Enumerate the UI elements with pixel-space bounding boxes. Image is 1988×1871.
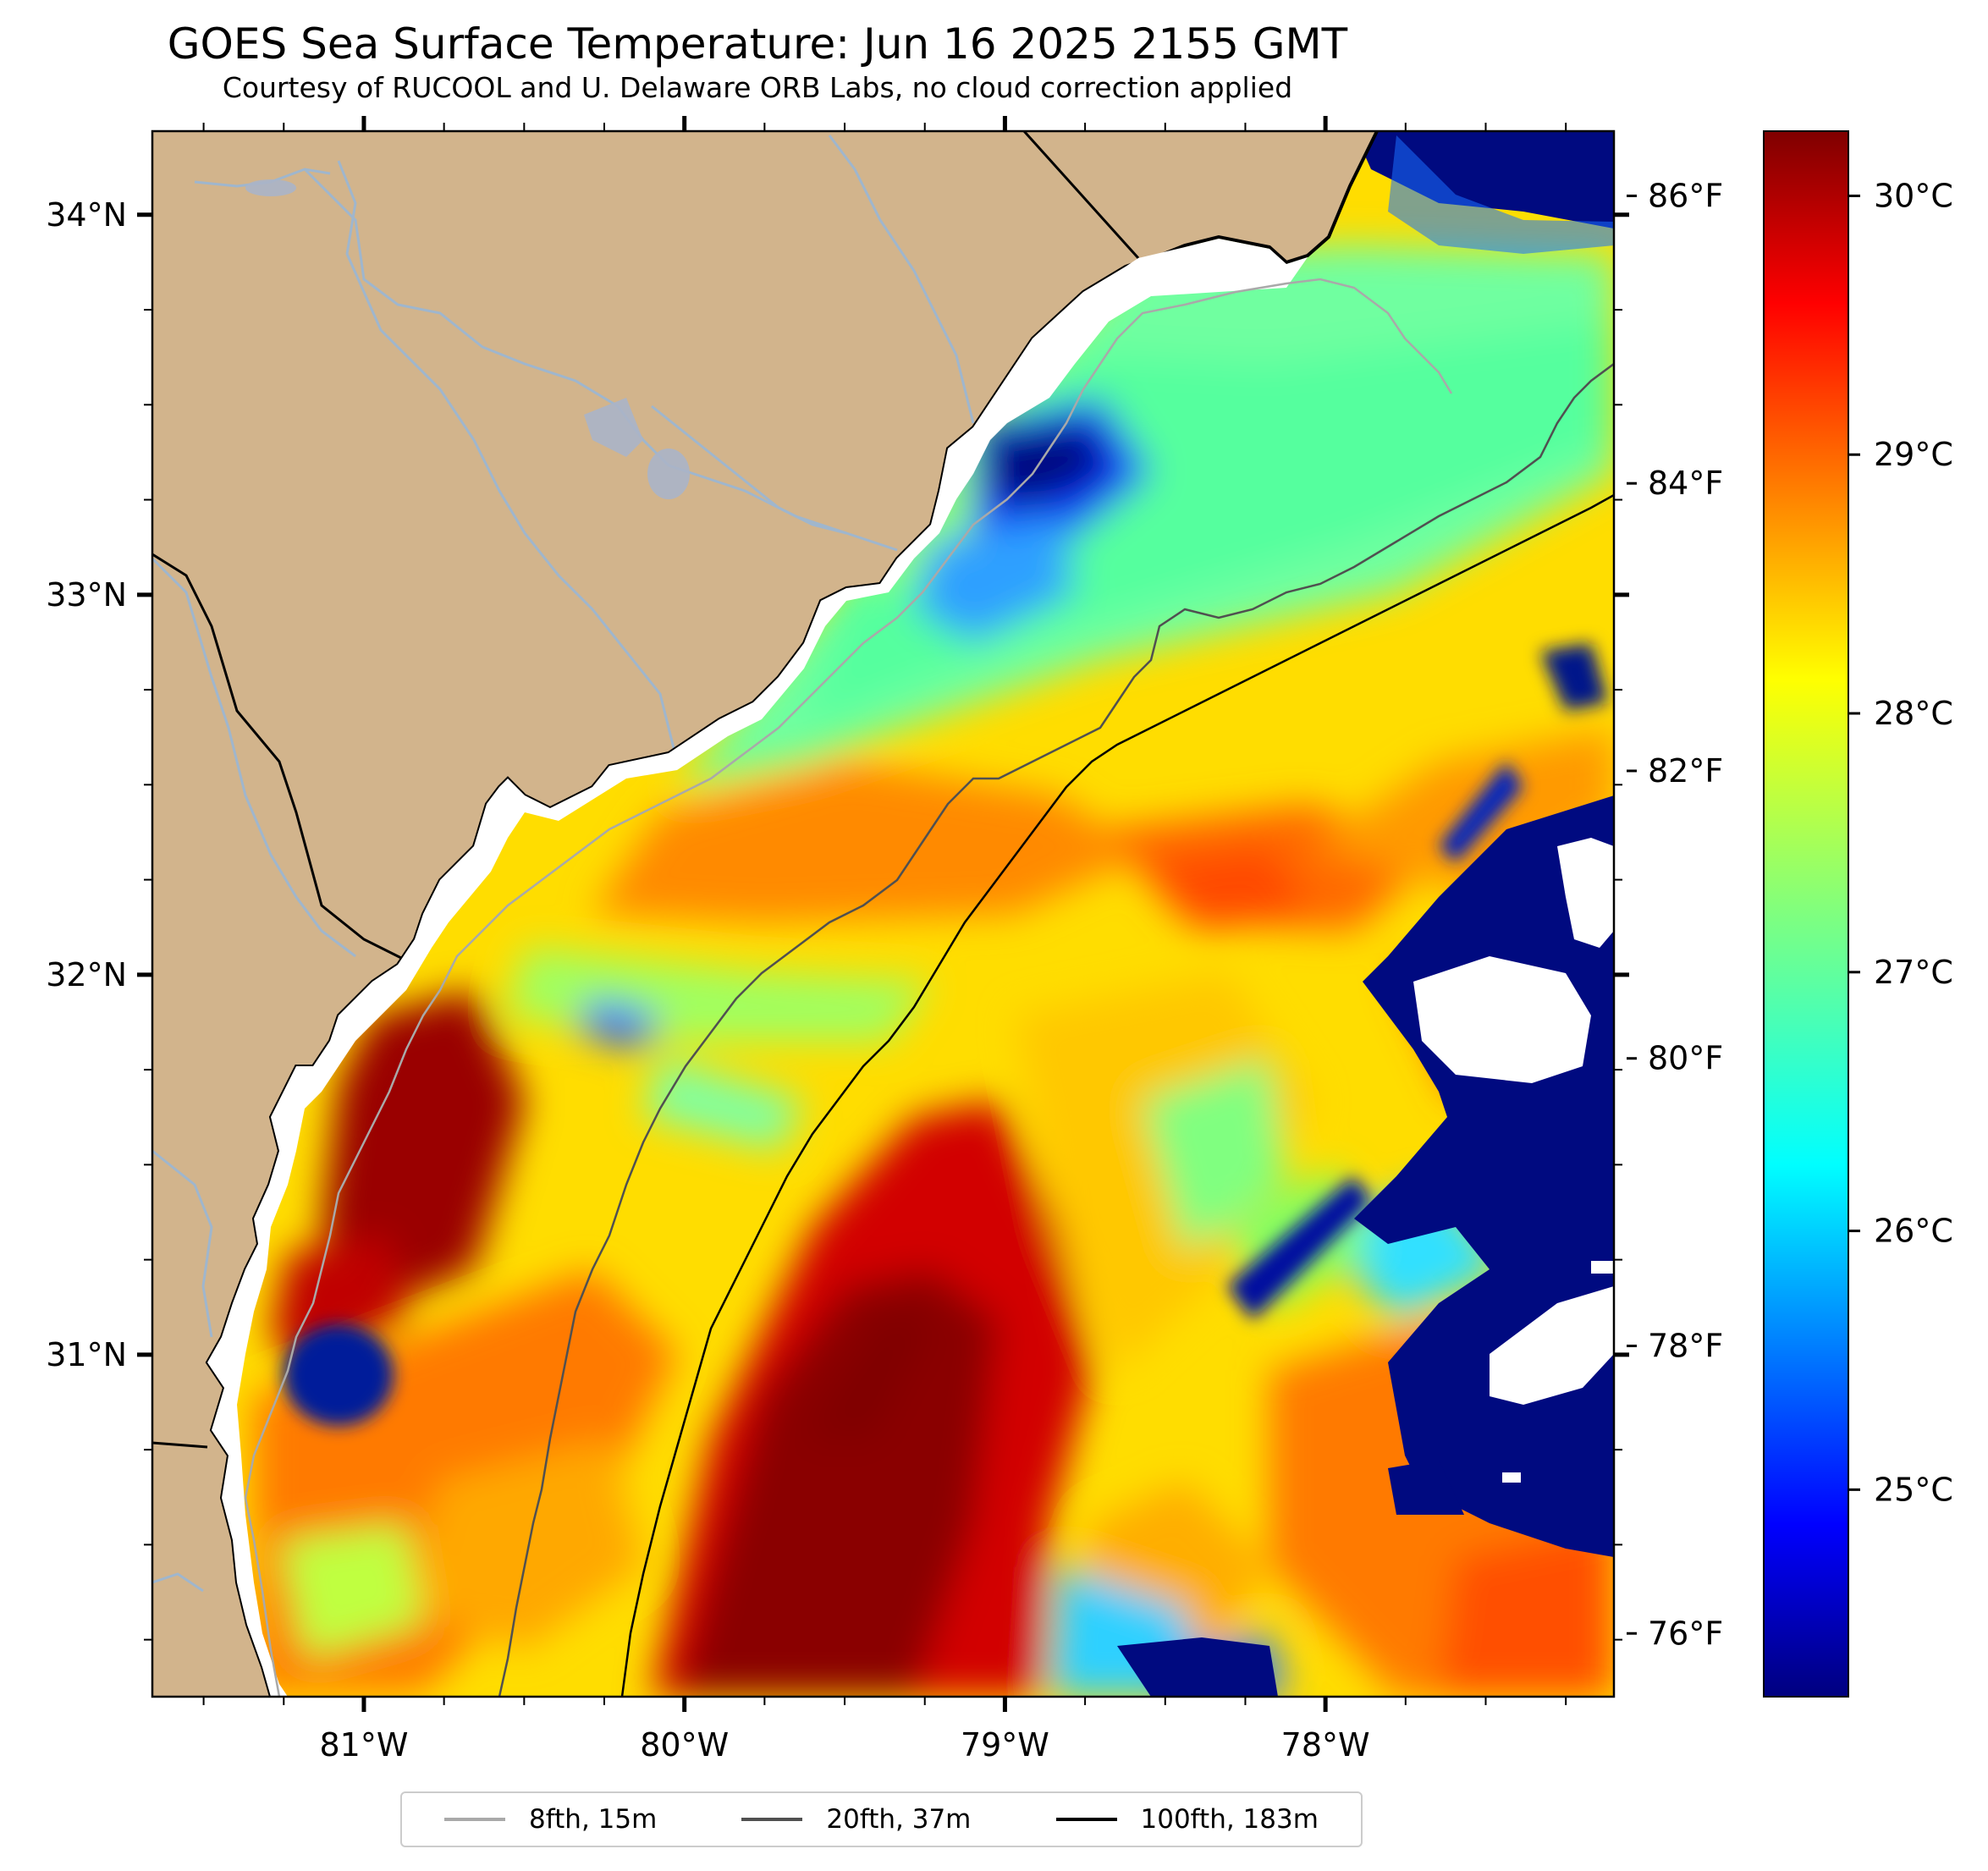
legend-label-20fth: 20fth, 37m <box>826 1804 972 1835</box>
celsius-label: 29°C <box>1874 436 1953 473</box>
lat-label: 31°N <box>46 1336 127 1373</box>
latitude-labels: 34°N 33°N 32°N 31°N <box>46 196 127 1373</box>
fahrenheit-labels: 86°F 84°F 82°F 80°F 78°F 76°F <box>1627 177 1723 1652</box>
celsius-label: 30°C <box>1874 177 1953 214</box>
legend-item-8fth: 8fth, 15m <box>444 1804 657 1835</box>
fahrenheit-label: 78°F <box>1648 1327 1723 1364</box>
longitude-labels: 81°W 80°W 79°W 78°W <box>319 1726 1369 1764</box>
colorbar <box>1763 130 1849 1698</box>
legend-item-100fth: 100fth, 183m <box>1055 1804 1319 1835</box>
celsius-label: 28°C <box>1874 695 1953 732</box>
isobath-legend: 8fth, 15m 20fth, 37m 100fth, 183m <box>400 1791 1363 1847</box>
map-title: GOES Sea Surface Temperature: Jun 16 202… <box>167 19 1348 69</box>
lon-label: 79°W <box>961 1726 1049 1764</box>
legend-label-8fth: 8fth, 15m <box>529 1804 658 1835</box>
fahrenheit-label: 80°F <box>1648 1040 1723 1077</box>
lon-label: 80°W <box>640 1726 729 1764</box>
legend-item-20fth: 20fth, 37m <box>741 1804 971 1835</box>
lat-label: 32°N <box>46 956 127 993</box>
fahrenheit-label: 82°F <box>1648 752 1723 790</box>
map-subtitle: Courtesy of RUCOOL and U. Delaware ORB L… <box>222 71 1293 104</box>
isobath-8fth <box>244 278 1453 1697</box>
legend-swatch-20fth <box>741 1818 803 1821</box>
lat-label: 33°N <box>46 576 127 614</box>
celsius-label: 25°C <box>1874 1471 1953 1508</box>
fahrenheit-label: 86°F <box>1648 177 1723 214</box>
fahrenheit-label: 84°F <box>1648 465 1723 502</box>
lon-label: 81°W <box>319 1726 408 1764</box>
legend-swatch-100fth <box>1055 1818 1117 1821</box>
colorbar-ticks: 30°C 29°C 28°C 27°C 26°C 25°C <box>1848 177 1953 1508</box>
fahrenheit-label: 76°F <box>1648 1615 1723 1652</box>
celsius-label: 27°C <box>1874 954 1953 991</box>
isobath-100fth <box>620 493 1614 1697</box>
legend-label-100fth: 100fth, 183m <box>1140 1804 1319 1835</box>
lat-label: 34°N <box>46 196 127 234</box>
axis-ticks <box>137 116 1629 1712</box>
lon-label: 78°W <box>1281 1726 1370 1764</box>
state-borders <box>152 131 1140 1449</box>
celsius-label: 26°C <box>1874 1213 1953 1250</box>
land-mass <box>152 131 1377 1697</box>
legend-swatch-8fth <box>444 1818 506 1821</box>
rivers <box>152 135 975 1593</box>
map-frame <box>151 129 1616 1698</box>
isobath-20fth <box>498 362 1614 1697</box>
